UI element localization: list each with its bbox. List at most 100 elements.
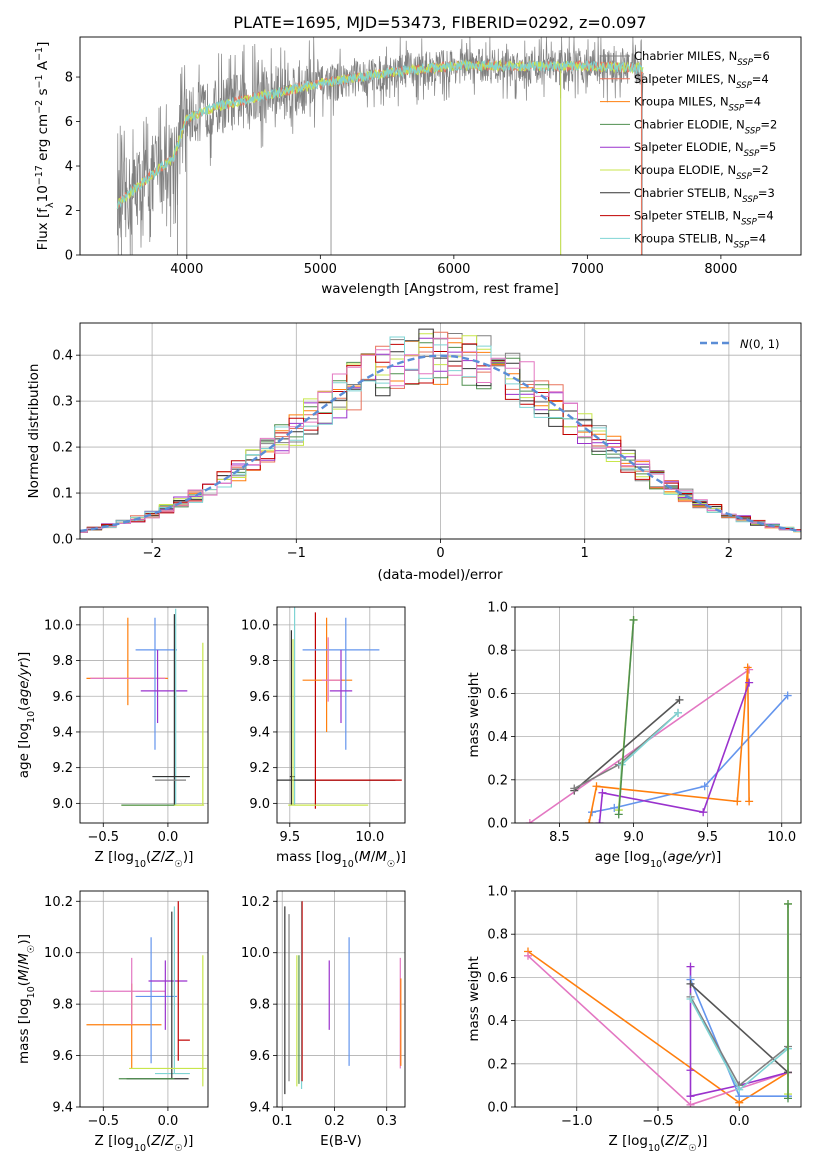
legend-tail: =4: [749, 231, 766, 245]
label-part: age [log: [595, 849, 650, 865]
x-tick-label: −1: [287, 546, 306, 561]
y-tick-label: 1.0: [487, 885, 508, 900]
legend-entry: Kroupa ELODIE, NSSP=2: [634, 163, 769, 182]
y-tick-label: 9.2: [52, 761, 73, 776]
label-part: ☉: [26, 945, 37, 954]
weight-marker: [745, 797, 754, 806]
label-part: Z [log: [95, 849, 134, 865]
weight-marker: [674, 708, 683, 717]
label-part: s: [35, 88, 51, 99]
y-tick-label: 0.6: [487, 971, 508, 986]
residual-histogram-step: [80, 342, 801, 533]
label-part: Z: [150, 849, 161, 865]
legend-tail: =4: [757, 209, 774, 223]
y-tick-label: 2: [65, 204, 73, 219]
weight-marker: [592, 782, 601, 791]
x-tick-label: 9.0: [623, 830, 644, 845]
y-tick-label: 6: [65, 115, 73, 130]
legend-text: Salpeter MILES, N: [634, 72, 736, 86]
label-part: ☉: [387, 859, 396, 870]
x-tick-label: 10.0: [355, 830, 384, 845]
x-tick-label: 0.1: [272, 1114, 293, 1129]
label-part: (: [16, 981, 32, 986]
label-part: ☉: [174, 859, 183, 870]
y-tick-label: 0.4: [487, 730, 508, 745]
y-tick-label: 0.1: [52, 487, 73, 502]
x-axis-label: E(B-V): [320, 1133, 362, 1149]
label-part: Flux [f: [35, 207, 51, 251]
weight-marker: [784, 1094, 792, 1103]
label-part: )]: [395, 849, 406, 865]
legend-tail: =3: [758, 186, 775, 200]
weight-marker: [686, 962, 695, 971]
x-tick-label: 0.0: [729, 1114, 750, 1129]
label-part: Z: [678, 1133, 689, 1149]
weight-marker: [699, 808, 708, 817]
y-tick-label: 9.4: [249, 1101, 270, 1116]
x-tick-label: 2: [725, 546, 733, 561]
y-tick-label: 9.6: [249, 690, 270, 705]
label-part: )]: [183, 1133, 194, 1149]
weight-marker: [686, 979, 695, 988]
legend-text: (0, 1): [749, 337, 780, 351]
x-axis-label: wavelength [Angstrom, rest frame]: [321, 281, 559, 297]
legend-text: Salpeter ELODIE, N: [634, 140, 744, 154]
y-tick-label: 0.0: [487, 817, 508, 832]
y-tick-label: 10.0: [241, 946, 270, 961]
x-tick-label: −1.0: [561, 1114, 593, 1129]
mass-vs-extinction-panel: 0.1 0.2 0.3 9.4 9.6 9.8 10.0 10.2 E(B-V): [241, 890, 406, 1149]
y-tick-label: 9.0: [52, 797, 73, 812]
legend-text: Chabrier MILES, N: [634, 49, 737, 63]
y-tick-label: 9.2: [249, 761, 270, 776]
weight-vs-metallicity-panel: −1.0 −0.5 0.00.00.20.40.60.81.0Z [log10(Z/…: [466, 885, 802, 1154]
y-tick-label: 9.8: [52, 654, 73, 669]
legend-tail: =5: [759, 140, 776, 154]
residual-panel: −2 −1 0 1 2 0.0 0.1 0.2 0.3 0.4 N(0, 1) (data-model…: [26, 322, 802, 583]
axes-frame: [514, 606, 802, 824]
label-part: erg cm: [35, 114, 51, 165]
y-tick-label: 0.2: [487, 773, 508, 788]
legend-sub: SSP: [734, 240, 750, 250]
x-axis-label: age [log10(age/yr)]: [595, 849, 721, 870]
legend-text: N: [740, 337, 749, 351]
x-tick-label: 1: [581, 546, 589, 561]
label-part: (: [662, 849, 667, 865]
figure-title: PLATE=1695, MJD=53473, FIBERID=0292, z=0…: [233, 13, 646, 32]
weight-marker: [629, 615, 638, 624]
plot-area: [525, 615, 792, 823]
legend-tail: =2: [760, 117, 777, 131]
weight-marker: [784, 899, 792, 908]
weight-series-line: [617, 619, 635, 815]
y-axis-label: mass weight: [466, 672, 482, 757]
plot-area: [277, 607, 402, 809]
y-tick-label: 0.4: [487, 1014, 508, 1029]
y-tick-label: 0.3: [52, 395, 73, 410]
label-part: age [log: [16, 723, 32, 778]
label-part: 10: [26, 711, 37, 723]
legend-text: Salpeter STELIB, N: [634, 209, 741, 223]
weight-marker: [585, 819, 594, 823]
y-tick-label: 10.0: [44, 618, 73, 633]
residual-histogram-step: [80, 337, 801, 533]
label-part: (: [354, 849, 359, 865]
weight-marker: [686, 1100, 695, 1107]
plot-area: [116, 37, 644, 255]
weight-marker: [675, 695, 684, 704]
label-part: 10: [134, 1143, 146, 1154]
legend-entry: N(0, 1): [740, 337, 780, 351]
legend-tail: =2: [752, 163, 769, 177]
weight-marker: [686, 1066, 695, 1075]
x-tick-label: −0.5: [87, 830, 119, 845]
y-tick-label: 8: [65, 71, 73, 86]
legend-sub: SSP: [744, 149, 760, 159]
legend-sub: SSP: [736, 81, 752, 91]
y-tick-label: 9.0: [249, 797, 270, 812]
y-tick-label: 9.6: [52, 690, 73, 705]
residual-histogram-step: [80, 328, 801, 533]
model-fit-line: [116, 59, 644, 209]
legend-text: Kroupa ELODIE, N: [634, 163, 736, 177]
axes-frame: [79, 606, 209, 824]
x-tick-label: 9.5: [279, 830, 300, 845]
legend-text: Chabrier ELODIE, N: [634, 117, 745, 131]
y-tick-label: 10.0: [44, 946, 73, 961]
